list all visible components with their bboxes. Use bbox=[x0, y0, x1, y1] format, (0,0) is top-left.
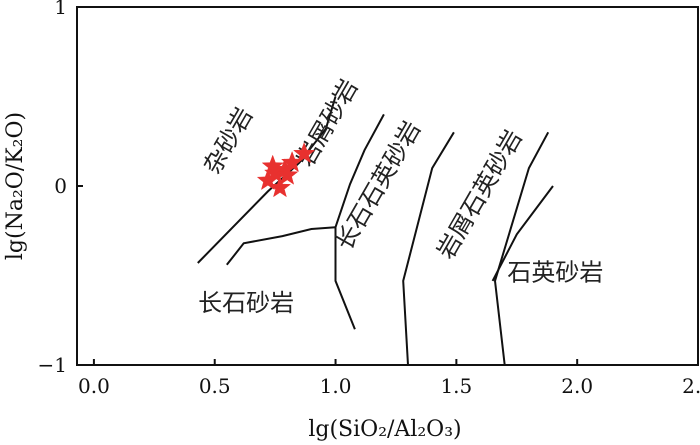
data-point-star bbox=[276, 163, 299, 185]
boundary-line-1 bbox=[226, 226, 336, 266]
x-tick-label: 0.0 bbox=[78, 374, 110, 398]
y-tick-label: 0 bbox=[54, 174, 67, 198]
x-tick-label: 1.0 bbox=[320, 374, 352, 398]
region-label: 长石砂岩 bbox=[198, 289, 294, 317]
data-point-star bbox=[293, 142, 316, 164]
axis-ticks bbox=[77, 6, 699, 366]
boundary-lines bbox=[197, 96, 554, 366]
region-label: 杂砂岩 bbox=[198, 103, 258, 179]
y-axis-title: lg(Na₂O/K₂O) bbox=[3, 112, 28, 260]
x-tick-label: 1.5 bbox=[440, 374, 472, 398]
region-label: 石英砂岩 bbox=[507, 259, 603, 287]
data-points bbox=[256, 142, 316, 198]
y-tick-label: −1 bbox=[38, 353, 67, 377]
boundary-line-0 bbox=[197, 96, 337, 264]
y-tick-label: 1 bbox=[54, 0, 67, 19]
region-label: 长石石英砂岩 bbox=[330, 116, 426, 255]
data-point-star bbox=[268, 176, 292, 198]
x-tick-label: 2.0 bbox=[561, 374, 593, 398]
x-axis-title: lg(SiO₂/Al₂O₃) bbox=[308, 417, 461, 442]
x-tick-label: 0.5 bbox=[199, 374, 231, 398]
boundary-line-2 bbox=[334, 113, 385, 330]
boundary-line-4 bbox=[493, 131, 550, 366]
tick-labels: 0.0 0.5 1.0 1.5 2.0 2.5 1 0 −1 bbox=[38, 0, 700, 398]
boundary-line-5 bbox=[491, 185, 554, 282]
boundary-line-3 bbox=[402, 131, 455, 366]
x-tick-label: 2.5 bbox=[682, 374, 700, 398]
